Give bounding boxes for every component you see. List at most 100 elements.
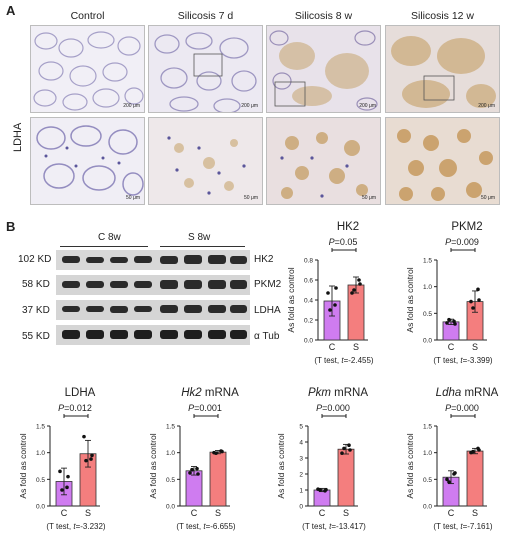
chart-title-main: Hk2 bbox=[181, 387, 202, 399]
y-tick-label: 1.0 bbox=[423, 450, 432, 457]
scale-bar-label: 50 μm bbox=[126, 195, 140, 201]
y-tick-label: 1.5 bbox=[166, 424, 175, 431]
chart-svg: Ldha mRNA P=0.000 0.0 0.5 1.0 1.5 As fold as c… bbox=[405, 387, 499, 531]
t-test-prefix: (T test, bbox=[314, 356, 341, 365]
blot-group-s-bar bbox=[160, 246, 245, 247]
t-test-prefix: (T test, bbox=[46, 522, 73, 531]
tissue-texture bbox=[269, 30, 378, 111]
data-point bbox=[476, 287, 480, 292]
p-letter: P bbox=[445, 237, 451, 247]
x-tick-label: C bbox=[448, 342, 455, 352]
chart-pkm2-protein: PKM2 P=0.009 0.0 0.5 1.0 1.5 As fold as contro… bbox=[399, 218, 519, 368]
tissue-texture bbox=[167, 136, 246, 195]
data-point bbox=[358, 282, 362, 286]
data-point bbox=[469, 299, 473, 304]
data-point bbox=[66, 474, 70, 479]
t-test-t: t bbox=[203, 522, 206, 531]
tissue-texture bbox=[154, 32, 257, 112]
t-test-label: (T test, t=-13.417) bbox=[302, 522, 366, 531]
significance-bracket bbox=[450, 248, 476, 252]
blot-protein-label: PKM2 bbox=[254, 279, 282, 290]
data-point bbox=[357, 278, 361, 282]
data-point bbox=[190, 467, 194, 472]
p-letter: P bbox=[58, 403, 64, 413]
y-tick-label: 0.8 bbox=[304, 258, 313, 265]
bar bbox=[337, 448, 355, 507]
scale-bar-label: 50 μm bbox=[362, 195, 376, 201]
t-test-value: =-13.417) bbox=[331, 522, 366, 531]
t-test-t: t bbox=[460, 522, 463, 531]
tissue-texture bbox=[33, 31, 144, 111]
chart-title: LDHA bbox=[65, 387, 96, 399]
row-label-ldha: LDHA bbox=[12, 122, 24, 152]
data-point bbox=[348, 448, 352, 452]
t-test-value: =-2.455) bbox=[344, 356, 374, 365]
chart-hk2-mrna: Hk2 mRNA P=0.001 0.0 0.5 1.0 1.5 As fold as co… bbox=[142, 384, 262, 534]
data-point bbox=[90, 453, 94, 458]
blot-mw-label: 55 KD bbox=[22, 331, 50, 342]
p-value-label: P=0.000 bbox=[445, 403, 479, 413]
data-point bbox=[477, 298, 481, 302]
chart-title-suffix: mRNA bbox=[461, 387, 498, 399]
x-tick-label: S bbox=[343, 508, 349, 518]
y-tick-label: 2 bbox=[299, 472, 303, 479]
chart-title-main: Ldha bbox=[436, 387, 462, 399]
scale-bar-label: 200 μm bbox=[478, 103, 495, 109]
p-letter: P bbox=[316, 403, 322, 413]
significance-bracket bbox=[331, 248, 357, 252]
t-test-label: (T test, t=-2.455) bbox=[314, 356, 374, 365]
x-tick-label: C bbox=[448, 508, 455, 518]
blot-group-c: C 8w bbox=[98, 232, 121, 243]
data-point bbox=[347, 443, 351, 447]
scale-bar-label: 200 μm bbox=[241, 103, 258, 109]
t-test-label: (T test, t=-3.399) bbox=[433, 356, 493, 365]
t-test-label: (T test, t=-7.161) bbox=[433, 522, 493, 531]
tissue-texture bbox=[391, 36, 496, 108]
p-value: =0.009 bbox=[451, 237, 479, 247]
blot-mw-label: 37 KD bbox=[22, 305, 50, 316]
y-tick-label: 1.5 bbox=[423, 424, 432, 431]
data-point bbox=[220, 449, 224, 454]
t-test-t: t bbox=[341, 356, 344, 365]
y-tick-label: 1.0 bbox=[36, 450, 45, 457]
blot-strip-pkm2 bbox=[56, 275, 250, 295]
y-tick-label: 1 bbox=[299, 488, 303, 495]
significance-bracket bbox=[63, 414, 89, 418]
data-point bbox=[453, 471, 457, 475]
significance-bracket bbox=[193, 414, 219, 418]
chart-svg: Hk2 mRNA P=0.001 0.0 0.5 1.0 1.5 As fold as co… bbox=[148, 387, 239, 531]
blot-mw-label: 102 KD bbox=[18, 254, 52, 265]
t-test-value: =-3.232) bbox=[76, 522, 106, 531]
p-value: =0.000 bbox=[322, 403, 350, 413]
t-test-value: =-3.399) bbox=[463, 356, 493, 365]
data-point bbox=[324, 487, 328, 492]
t-test-prefix: (T test, bbox=[302, 522, 329, 531]
histology-tile-8w-low: 200 μm bbox=[266, 25, 381, 113]
blot-group-c-bar bbox=[60, 246, 148, 247]
x-tick-label: C bbox=[319, 508, 326, 518]
x-tick-label: C bbox=[61, 508, 68, 518]
t-test-prefix: (T test, bbox=[433, 522, 460, 531]
t-test-prefix: (T test, bbox=[176, 522, 203, 531]
scale-bar-label: 50 μm bbox=[481, 195, 495, 201]
data-point bbox=[326, 291, 330, 295]
p-value-label: P=0.000 bbox=[316, 403, 350, 413]
p-letter: P bbox=[445, 403, 451, 413]
y-tick-label: 0 bbox=[299, 504, 303, 511]
scale-bar-label: 200 μm bbox=[123, 103, 140, 109]
x-tick-label: S bbox=[85, 508, 91, 518]
data-point bbox=[58, 469, 62, 474]
chart-title: Pkm mRNA bbox=[308, 387, 368, 399]
blot-strip-hk2 bbox=[56, 250, 250, 270]
y-tick-label: 0.0 bbox=[423, 338, 432, 345]
p-letter: P bbox=[329, 237, 335, 247]
y-axis-label: As fold as control bbox=[405, 433, 415, 498]
chart-hk2-protein: HK2 P=0.05 0.0 0.2 0.4 0.6 0.8 As fold as contr… bbox=[280, 218, 400, 368]
p-value: =0.001 bbox=[194, 403, 222, 413]
data-point bbox=[350, 291, 354, 295]
y-tick-label: 1.5 bbox=[36, 424, 45, 431]
data-point bbox=[65, 485, 69, 490]
p-letter: P bbox=[188, 403, 194, 413]
y-tick-label: 0.6 bbox=[304, 278, 313, 285]
